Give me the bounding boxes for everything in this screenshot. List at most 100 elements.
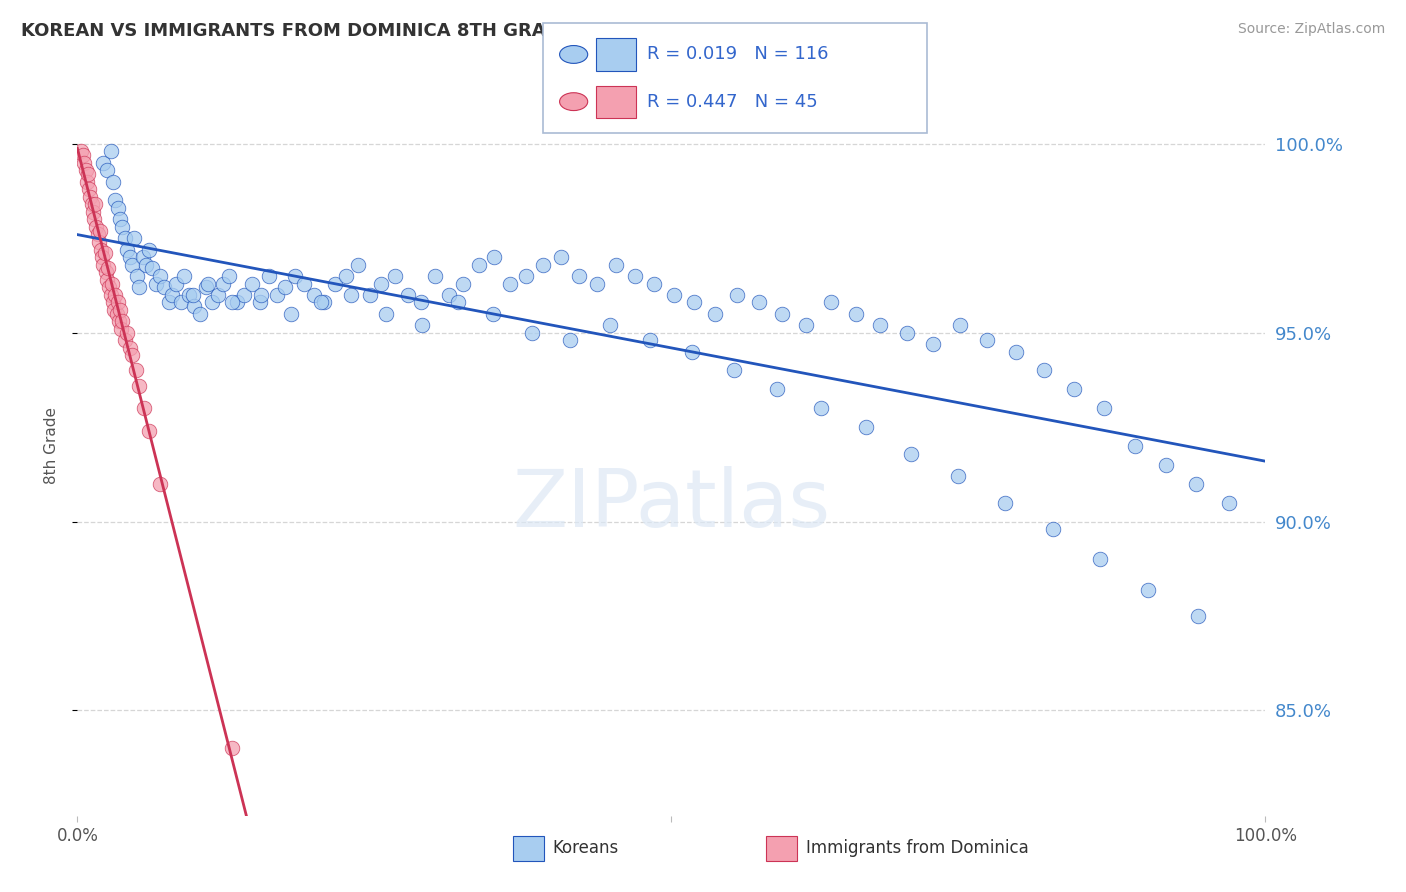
Point (212, 277, 235, 291)
Point (108, 314, 131, 328)
Point (194, 280, 217, 294)
Point (725, 288, 748, 302)
Point (1185, 476, 1208, 491)
Point (1187, 609, 1209, 624)
Point (76, 175, 98, 189)
Point (87, 235, 110, 249)
Point (104, 194, 127, 208)
Point (605, 258, 627, 272)
Point (375, 307, 398, 321)
Point (170, 295, 193, 310)
Point (221, 741, 243, 756)
Point (335, 268, 357, 283)
Point (638, 333, 661, 347)
Point (125, 268, 148, 283)
Point (683, 295, 706, 310)
Point (921, 337, 943, 351)
Point (250, 288, 273, 302)
Point (437, 288, 460, 302)
Point (145, 277, 167, 291)
Point (93, 246, 115, 260)
Point (103, 303, 125, 318)
Point (723, 363, 745, 377)
Point (844, 307, 866, 321)
Point (173, 268, 195, 283)
Point (138, 243, 160, 257)
Point (515, 268, 537, 283)
Point (115, 243, 138, 257)
Point (225, 295, 247, 310)
Y-axis label: 8th Grade: 8th Grade (44, 408, 59, 484)
Point (80, 197, 103, 211)
Point (323, 277, 346, 291)
Point (531, 258, 554, 272)
Point (86, 227, 108, 242)
Point (118, 250, 141, 264)
Point (107, 295, 129, 310)
Point (949, 318, 972, 332)
Point (115, 326, 138, 340)
Point (162, 288, 184, 302)
Point (1218, 496, 1240, 510)
Text: Source: ZipAtlas.com: Source: ZipAtlas.com (1237, 22, 1385, 37)
Point (181, 288, 204, 302)
Point (111, 219, 134, 234)
Point (91, 250, 114, 264)
Point (111, 314, 134, 328)
Point (96, 163, 118, 178)
Point (86, 219, 108, 234)
Point (522, 326, 544, 340)
Point (384, 268, 406, 283)
Point (339, 288, 361, 302)
Point (396, 288, 419, 302)
Point (499, 277, 522, 291)
Point (409, 295, 432, 310)
Point (207, 288, 229, 302)
Point (855, 420, 877, 434)
Point (93, 155, 115, 169)
Point (468, 258, 491, 272)
Point (482, 307, 505, 321)
Point (200, 295, 222, 310)
Point (84, 197, 107, 211)
Point (188, 307, 211, 321)
Point (96, 273, 118, 287)
Point (114, 333, 136, 347)
Point (346, 258, 368, 272)
Point (165, 277, 187, 291)
Point (97, 261, 120, 276)
Point (218, 268, 240, 283)
Point (820, 295, 842, 310)
Point (370, 277, 392, 291)
Point (121, 348, 143, 362)
Point (177, 288, 200, 302)
Point (599, 318, 621, 332)
Point (704, 307, 727, 321)
Point (446, 295, 468, 310)
Point (75, 163, 97, 178)
Point (221, 295, 243, 310)
Point (121, 258, 143, 272)
Point (98, 280, 121, 294)
Point (73, 155, 96, 169)
Point (292, 277, 315, 291)
Point (359, 288, 381, 302)
Point (101, 175, 124, 189)
Point (681, 344, 703, 359)
Point (748, 295, 770, 310)
Point (643, 277, 665, 291)
Point (766, 382, 789, 396)
Point (135, 258, 157, 272)
Point (411, 318, 433, 332)
Point (1092, 401, 1115, 416)
Point (896, 326, 918, 340)
Point (423, 268, 446, 283)
Point (550, 250, 572, 264)
Point (280, 307, 302, 321)
Point (90, 243, 112, 257)
Point (138, 424, 160, 438)
Point (149, 476, 172, 491)
Point (249, 295, 271, 310)
Point (83, 212, 105, 227)
Point (157, 295, 180, 310)
